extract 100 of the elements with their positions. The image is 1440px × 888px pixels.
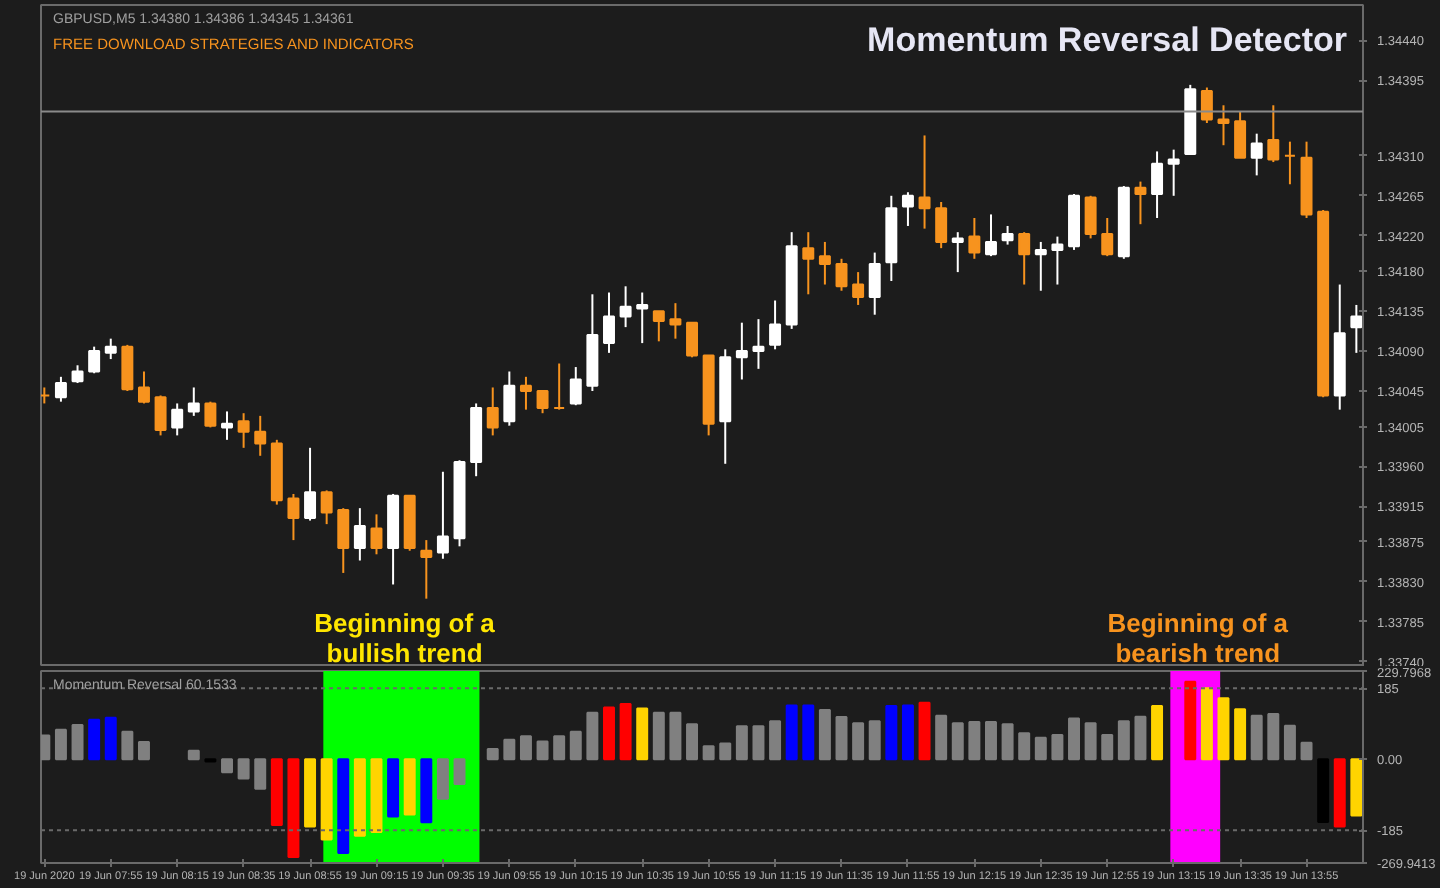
candlestick (503, 370, 516, 427)
bar (503, 738, 516, 761)
bar (769, 720, 782, 761)
candlestick (137, 370, 150, 405)
candlestick (436, 470, 449, 560)
candlestick (536, 390, 549, 415)
candlestick (1167, 148, 1180, 197)
bar (586, 711, 599, 761)
bar (41, 734, 51, 761)
bar (320, 758, 333, 841)
bar (1283, 724, 1296, 761)
candlestick (603, 291, 615, 354)
candlestick (1234, 110, 1247, 159)
candlestick (686, 321, 699, 359)
bar (71, 724, 84, 761)
bar (1134, 715, 1147, 761)
candlestick (1001, 224, 1014, 246)
bar (88, 718, 101, 761)
candlestick (187, 386, 200, 417)
bar (1250, 714, 1263, 761)
bar (985, 721, 997, 761)
bar (1350, 758, 1363, 817)
bar (1217, 697, 1230, 761)
candlestick (1018, 231, 1031, 286)
bar (852, 722, 865, 761)
candlestick (652, 310, 665, 343)
bar (104, 716, 117, 761)
bar (1151, 704, 1164, 761)
bar (287, 758, 300, 858)
bar (121, 730, 134, 761)
bar (353, 758, 366, 837)
bar (1051, 734, 1064, 761)
candlestick (985, 213, 997, 258)
bar (1200, 687, 1213, 761)
bar (137, 741, 150, 761)
candlestick (918, 134, 931, 230)
bar (669, 711, 682, 761)
candlestick (320, 489, 333, 526)
candlestick (818, 240, 831, 286)
candlestick (221, 410, 233, 441)
candlestick (1250, 132, 1263, 177)
candlestick (769, 299, 782, 351)
candlestick (237, 412, 250, 449)
candlestick (171, 402, 184, 437)
bar (254, 758, 267, 790)
bar (54, 728, 67, 761)
bar (370, 758, 383, 833)
bar (1001, 723, 1014, 761)
bar (901, 704, 914, 761)
candlestick (1151, 150, 1164, 219)
candlestick (935, 201, 948, 250)
candlestick (254, 414, 267, 457)
candlestick (420, 539, 433, 600)
bar (436, 758, 449, 800)
candlestick (304, 446, 317, 522)
candlestick (752, 318, 765, 370)
bar (868, 720, 881, 761)
candlestick (1084, 194, 1097, 240)
bar (1018, 732, 1031, 761)
candlestick (1034, 240, 1047, 292)
bar (686, 723, 699, 761)
candlestick (636, 291, 649, 345)
bar (1068, 717, 1080, 761)
annotation: Beginning of a bullish trend (314, 608, 497, 668)
bar (337, 758, 350, 855)
bar (802, 704, 815, 761)
candlestick (835, 257, 848, 292)
candlestick (1134, 180, 1147, 226)
bar (1034, 736, 1047, 761)
candlestick (1283, 140, 1296, 186)
candlestick (852, 271, 865, 306)
bar (702, 745, 715, 761)
bar (619, 702, 632, 761)
candlestick (486, 386, 499, 437)
candlestick (735, 321, 748, 381)
bar (951, 722, 964, 761)
bar (486, 747, 499, 761)
candlestick (519, 375, 532, 411)
bar (603, 706, 615, 761)
bar (835, 716, 848, 761)
candlestick (569, 366, 582, 407)
bar (1084, 722, 1097, 761)
bar (1117, 720, 1130, 761)
bar (237, 758, 250, 780)
bar (1300, 741, 1313, 761)
bar (719, 742, 732, 761)
candlestick (1350, 303, 1363, 354)
bar (553, 735, 566, 761)
annotation: Beginning of a bearish trend (1107, 608, 1290, 668)
bar (1234, 708, 1247, 761)
bar (420, 758, 433, 824)
candlestick (1051, 235, 1064, 286)
candlestick (353, 507, 366, 562)
candlestick (154, 394, 167, 437)
bar (752, 725, 765, 761)
candlestick (104, 337, 117, 361)
bar (885, 704, 898, 761)
bar (935, 714, 948, 761)
candlestick (337, 507, 350, 574)
bar (785, 704, 798, 761)
